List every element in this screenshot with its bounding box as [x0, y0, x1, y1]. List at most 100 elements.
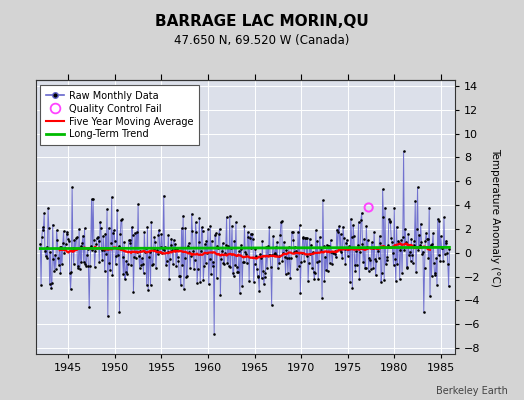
Point — [417, 220, 425, 227]
Point — [358, 240, 367, 247]
Point — [130, 254, 138, 260]
Point — [197, 248, 205, 254]
Point — [363, 244, 372, 250]
Point — [99, 233, 107, 239]
Point — [145, 254, 153, 260]
Point — [161, 244, 169, 250]
Point — [43, 255, 51, 261]
Point — [106, 267, 114, 274]
Point — [202, 238, 211, 244]
Point — [162, 257, 171, 264]
Point — [297, 259, 305, 266]
Point — [168, 246, 177, 253]
Point — [341, 246, 349, 252]
Point — [436, 258, 444, 264]
Point — [209, 263, 217, 270]
Point — [393, 261, 401, 267]
Point — [93, 235, 101, 242]
Point — [283, 270, 292, 276]
Point — [344, 246, 353, 253]
Point — [187, 252, 195, 259]
Point — [315, 258, 323, 264]
Point — [433, 282, 441, 288]
Point — [183, 273, 191, 280]
Point — [313, 238, 322, 244]
Point — [64, 236, 72, 243]
Point — [238, 283, 246, 290]
Point — [77, 243, 85, 249]
Point — [136, 248, 145, 254]
Point — [176, 273, 184, 279]
Point — [414, 246, 422, 253]
Point — [275, 260, 283, 266]
Point — [94, 233, 102, 240]
Point — [131, 230, 139, 236]
Point — [420, 309, 428, 316]
Point — [296, 290, 304, 296]
Point — [36, 241, 45, 247]
Point — [152, 265, 160, 272]
Point — [282, 246, 291, 253]
Point — [399, 148, 408, 155]
Point — [111, 238, 119, 244]
Point — [333, 226, 341, 233]
Point — [88, 246, 96, 253]
Point — [203, 250, 211, 257]
Point — [135, 252, 143, 259]
Point — [350, 233, 358, 240]
Point — [57, 244, 66, 250]
Point — [330, 251, 339, 258]
Point — [169, 261, 177, 268]
Point — [230, 273, 238, 279]
Point — [361, 264, 369, 271]
Point — [143, 224, 151, 230]
Point — [379, 214, 388, 220]
Point — [310, 276, 319, 282]
Point — [215, 226, 224, 232]
Point — [264, 252, 272, 258]
Point — [314, 276, 322, 282]
Point — [394, 238, 402, 244]
Point — [98, 256, 106, 263]
Point — [196, 279, 204, 285]
Point — [319, 197, 327, 203]
Point — [332, 254, 340, 261]
Point — [351, 261, 359, 268]
Point — [312, 227, 320, 234]
Point — [370, 256, 379, 262]
Point — [272, 252, 280, 258]
Point — [103, 206, 111, 213]
Point — [436, 233, 445, 239]
Point — [370, 229, 378, 235]
Point — [353, 262, 361, 268]
Point — [401, 226, 409, 232]
Point — [70, 260, 78, 267]
Point — [271, 244, 280, 250]
Point — [346, 216, 355, 222]
Point — [352, 248, 361, 254]
Point — [416, 242, 424, 248]
Point — [178, 262, 187, 268]
Point — [127, 262, 135, 268]
Point — [175, 272, 183, 279]
Point — [285, 255, 293, 261]
Point — [102, 251, 111, 257]
Point — [86, 242, 95, 249]
Point — [340, 235, 348, 241]
Point — [318, 294, 326, 301]
Point — [228, 270, 237, 276]
Point — [159, 246, 167, 252]
Point — [241, 223, 249, 230]
Point — [445, 246, 454, 253]
Point — [173, 245, 181, 252]
Point — [80, 225, 89, 232]
Point — [415, 232, 423, 238]
Point — [270, 251, 278, 258]
Point — [312, 258, 321, 265]
Point — [54, 255, 62, 262]
Point — [273, 239, 281, 245]
Point — [144, 287, 152, 293]
Point — [239, 259, 248, 266]
Point — [423, 236, 431, 242]
Point — [254, 274, 263, 280]
